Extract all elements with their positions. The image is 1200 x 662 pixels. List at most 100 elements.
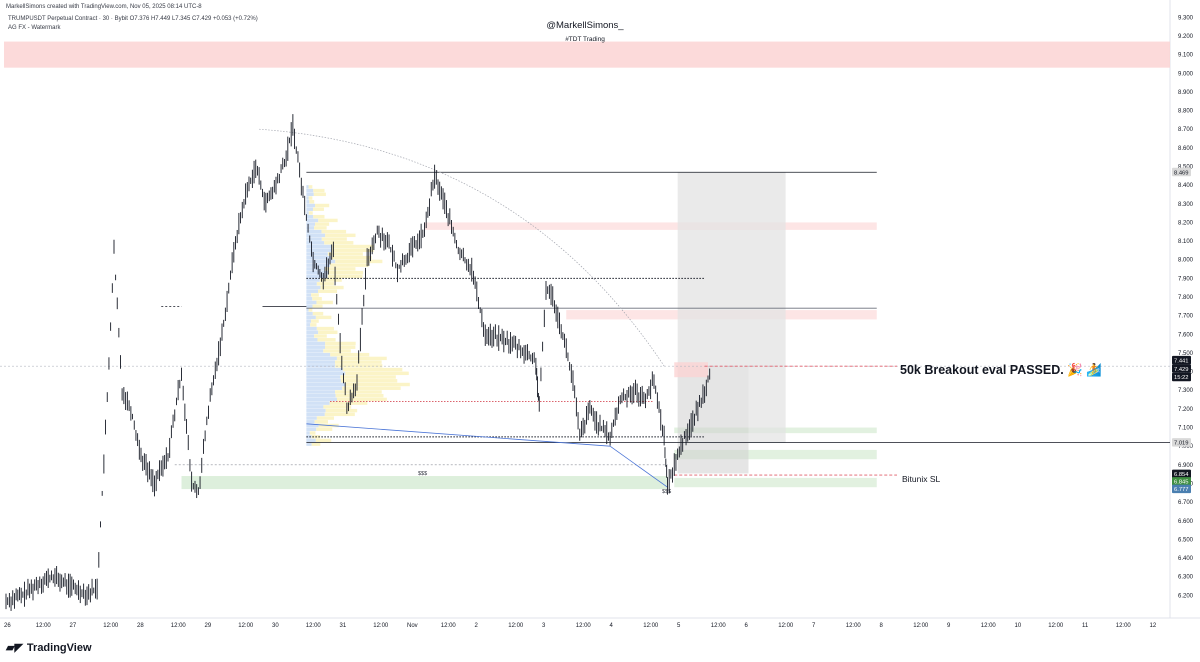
volume-profile-bar <box>311 293 319 297</box>
volume-profile-bar <box>306 330 319 335</box>
volume-profile-bar <box>342 386 401 390</box>
x-tick-label: 26 <box>4 623 11 629</box>
volume-profile-bar <box>306 423 319 428</box>
volume-profile-bar <box>306 270 328 275</box>
volume-profile-bar <box>312 297 322 301</box>
symbol-line[interactable]: TRUMPUSDT Perpetual Contract · 30 · Bybi… <box>8 16 258 22</box>
volume-profile-bar <box>335 259 383 264</box>
x-tick-label: 29 <box>205 623 212 629</box>
x-tick-label: 12:00 <box>1116 623 1132 629</box>
volume-profile-bar <box>315 438 332 443</box>
x-tick-label: 12:00 <box>238 623 254 629</box>
stop-loss-annotation: Bitunix SL <box>902 474 941 484</box>
x-tick-label: 12:00 <box>441 623 457 629</box>
volume-profile-bar <box>306 263 331 267</box>
price-tag <box>1172 167 1191 177</box>
y-tick-label: 7.200 <box>1178 407 1194 413</box>
volume-profile-bar <box>313 188 325 193</box>
x-tick-label: 8 <box>880 623 884 629</box>
demand-zone-low <box>181 476 668 490</box>
volume-profile-bar <box>324 241 354 245</box>
volume-profile-bar <box>340 379 398 383</box>
y-tick-label: 7.800 <box>1178 295 1194 301</box>
volume-profile-bar <box>306 338 318 342</box>
volume-profile-bar <box>306 282 317 286</box>
y-tick-label: 7.100 <box>1178 426 1194 432</box>
volume-profile-bar <box>320 285 344 290</box>
y-tick-label: 6.200 <box>1178 593 1194 599</box>
volume-profile-bar <box>306 323 311 327</box>
volume-profile-bar <box>332 248 374 252</box>
volume-profile-bar <box>306 371 346 376</box>
volume-profile-bar <box>306 356 337 361</box>
y-tick-label: 9.300 <box>1178 15 1194 21</box>
price-tag-label: 7.429 <box>1174 367 1189 373</box>
volume-profile-bar <box>306 297 313 301</box>
x-tick-label: 12:00 <box>913 623 929 629</box>
volume-profile-bar <box>309 200 315 204</box>
volume-profile-bar <box>306 207 314 211</box>
price-tag-label: 8.469 <box>1174 170 1189 176</box>
x-tick-label: 12:00 <box>846 623 862 629</box>
volume-profile-bar <box>314 226 327 230</box>
price-tag-label: 6.777 <box>1174 487 1189 493</box>
x-tick-label: 12:00 <box>103 623 119 629</box>
x-tick-label: 7 <box>812 623 816 629</box>
y-tick-label: 6.600 <box>1178 519 1194 525</box>
volume-profile-bar <box>306 192 314 197</box>
volume-profile-bar <box>342 367 403 372</box>
supply-zone-top <box>4 41 1170 68</box>
volume-profile-bar <box>336 356 387 361</box>
volume-profile-bar <box>327 274 363 279</box>
volume-profile-bar <box>306 386 343 390</box>
y-tick-label: 8.100 <box>1178 239 1194 245</box>
volume-profile-bar <box>306 345 325 349</box>
volume-profile-bar <box>306 289 319 293</box>
y-tick-label: 8.600 <box>1178 146 1194 152</box>
volume-profile-bar <box>306 427 317 431</box>
indicator-line[interactable]: AG FX - Watermark <box>8 25 61 31</box>
volume-profile-bar <box>306 416 317 420</box>
tradingview-logo[interactable]: ▰◤ TradingView <box>6 641 92 655</box>
price-tag-label: 7.441 <box>1174 358 1189 364</box>
volume-profile-bar <box>312 304 323 308</box>
volume-profile-bar <box>313 214 325 219</box>
volume-profile-bar <box>314 420 328 424</box>
volume-profile-bar <box>306 244 332 249</box>
volume-profile-bar <box>306 431 310 435</box>
volume-profile-bar <box>306 390 336 394</box>
volume-profile-bar <box>315 222 330 226</box>
volume-profile-bar <box>306 367 343 372</box>
volume-profile-bar <box>306 382 346 387</box>
volume-profile-bar <box>313 207 324 211</box>
volume-profile-bar <box>327 270 364 275</box>
volume-profile-bar <box>345 371 409 376</box>
volume-profile-bar <box>321 237 347 241</box>
volume-profile-bar <box>313 192 326 197</box>
y-tick-label: 8.700 <box>1178 127 1194 133</box>
volume-profile-bar <box>306 420 315 424</box>
volume-profile-bar <box>306 326 317 331</box>
x-tick-label: 3 <box>542 623 546 629</box>
volume-profile-bar <box>331 244 374 249</box>
volume-profile-bar <box>306 315 316 320</box>
volume-profile-bar <box>312 311 324 316</box>
volume-profile-bar <box>318 289 338 293</box>
volume-profile-bar <box>324 412 355 417</box>
y-tick-label: 9.000 <box>1178 71 1194 77</box>
y-tick-label: 8.500 <box>1178 164 1194 170</box>
x-tick-label: 12:00 <box>981 623 997 629</box>
x-tick-label: 31 <box>340 623 347 629</box>
y-tick-label: 6.900 <box>1178 463 1194 469</box>
x-tick-label: 4 <box>610 623 614 629</box>
x-tick-label: 6 <box>745 623 749 629</box>
volume-profile-bar <box>306 375 341 379</box>
price-tag-label: 7.019 <box>1174 441 1189 447</box>
y-tick-label: 6.500 <box>1178 537 1194 543</box>
volume-profile-bar <box>317 338 336 342</box>
volume-profile-bar <box>335 390 382 394</box>
y-tick-label: 7.600 <box>1178 332 1194 338</box>
volume-profile-bar <box>310 323 317 327</box>
volume-profile-bar <box>306 397 337 402</box>
